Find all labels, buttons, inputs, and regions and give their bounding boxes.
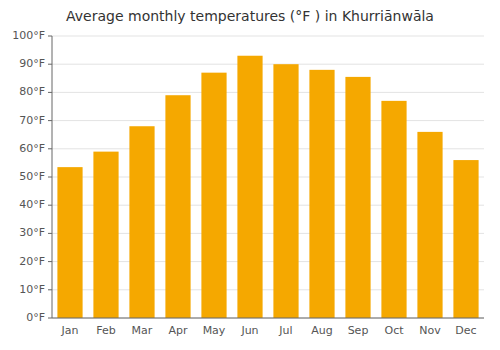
y-tick bbox=[48, 177, 52, 178]
y-tick bbox=[48, 148, 52, 149]
grid-line bbox=[52, 92, 484, 93]
page: {"chart_data": {"type": "bar", "title": … bbox=[0, 0, 500, 350]
y-tick bbox=[48, 64, 52, 65]
y-ticks: 0°F 10°F 20°F 30°F 40°F 50°F 60°F 70°F 80°F 90°F 1… bbox=[12, 29, 52, 324]
grid-line bbox=[52, 64, 484, 65]
y-tick-label: 50°F bbox=[19, 170, 45, 183]
bar bbox=[381, 101, 406, 318]
x-axis-line bbox=[52, 318, 484, 319]
x-tick-label: Aug bbox=[311, 324, 332, 337]
y-axis-line bbox=[52, 36, 53, 318]
chart-title: Average monthly temperatures (°F ) in Kh… bbox=[66, 8, 434, 24]
chart-svg: 0°F 10°F 20°F 30°F 40°F 50°F 60°F 70°F 80°F 90°F 1… bbox=[0, 0, 500, 350]
bar bbox=[93, 152, 118, 318]
y-tick-label: 70°F bbox=[19, 114, 45, 127]
x-tick-label: Jan bbox=[61, 324, 79, 337]
y-tick bbox=[48, 120, 52, 121]
bar bbox=[165, 95, 190, 318]
y-tick-label: 40°F bbox=[19, 198, 45, 211]
y-tick bbox=[48, 233, 52, 234]
x-tick-label: Jul bbox=[278, 324, 292, 337]
bar bbox=[345, 77, 370, 318]
x-ticks: Jan Feb Mar Apr May Jun Jul Aug Sep Oct Nov Dec bbox=[61, 324, 477, 337]
y-tick-label: 80°F bbox=[19, 85, 45, 98]
x-tick-label: Nov bbox=[419, 324, 441, 337]
y-tick bbox=[48, 318, 52, 319]
grid-line bbox=[52, 36, 484, 37]
y-tick-label: 60°F bbox=[19, 142, 45, 155]
bar bbox=[273, 64, 298, 318]
chart-container: 0°F 10°F 20°F 30°F 40°F 50°F 60°F 70°F 80°F 90°F 1… bbox=[0, 0, 500, 350]
bar bbox=[237, 56, 262, 318]
bar bbox=[417, 132, 442, 318]
y-tick-label: 100°F bbox=[12, 29, 45, 42]
x-tick-label: May bbox=[203, 324, 226, 337]
y-tick-label: 20°F bbox=[19, 255, 45, 268]
grid-line bbox=[52, 120, 484, 121]
y-tick bbox=[48, 261, 52, 262]
x-tick-label: Feb bbox=[96, 324, 115, 337]
x-tick-label: Apr bbox=[168, 324, 188, 337]
y-tick bbox=[48, 205, 52, 206]
bars bbox=[57, 56, 478, 318]
y-tick bbox=[48, 289, 52, 290]
x-tick-label: Dec bbox=[455, 324, 476, 337]
x-tick-label: Sep bbox=[348, 324, 369, 337]
bar bbox=[129, 126, 154, 318]
bar bbox=[309, 70, 334, 318]
x-tick-label: Jun bbox=[240, 324, 258, 337]
y-tick-label: 10°F bbox=[19, 283, 45, 296]
bar bbox=[201, 73, 226, 318]
y-tick bbox=[48, 36, 52, 37]
x-tick-label: Mar bbox=[132, 324, 153, 337]
bar bbox=[453, 160, 478, 318]
grid bbox=[52, 36, 484, 318]
y-tick bbox=[48, 92, 52, 93]
y-tick-label: 30°F bbox=[19, 226, 45, 239]
bar bbox=[57, 167, 82, 318]
x-tick-label: Oct bbox=[384, 324, 404, 337]
grid-line bbox=[52, 318, 484, 319]
axes bbox=[52, 36, 484, 318]
y-tick-label: 90°F bbox=[19, 57, 45, 70]
y-tick-label: 0°F bbox=[26, 311, 45, 324]
